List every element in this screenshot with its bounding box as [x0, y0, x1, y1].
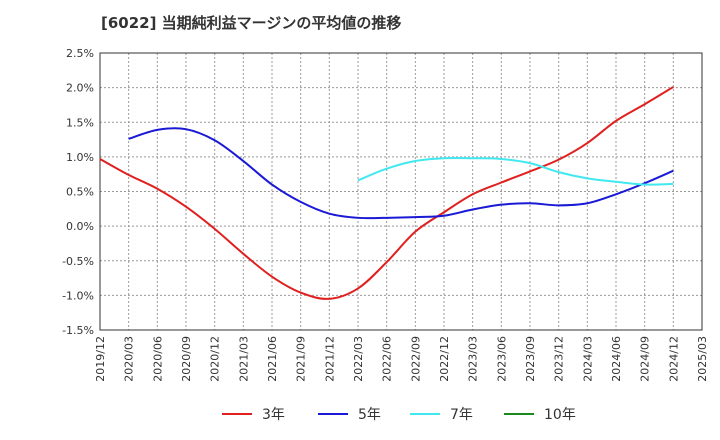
x-tick-label: 2020/12 [209, 336, 222, 382]
y-tick-label: 2.0% [66, 82, 94, 95]
legend-label: 7年 [450, 407, 473, 423]
x-tick-label: 2020/03 [123, 336, 136, 382]
x-tick-label: 2023/12 [553, 336, 566, 382]
y-tick-label: -1.0% [62, 289, 94, 302]
x-tick-label: 2024/12 [667, 336, 680, 382]
y-tick-label: 1.5% [66, 116, 94, 129]
x-tick-label: 2020/09 [180, 336, 193, 382]
x-tick-label: 2024/09 [639, 336, 652, 382]
y-tick-label: -0.5% [62, 255, 94, 268]
y-axis-tick-labels: 2.5% 2.0% 1.5% 1.0% 0.5% 0.0% -0.5% -1.0% -1.5% [62, 47, 94, 337]
y-tick-label: 0.0% [66, 220, 94, 233]
legend: 3年 5年 7年 10年 [222, 407, 576, 423]
x-tick-label: 2019/12 [94, 336, 107, 382]
x-tick-label: 2022/06 [381, 336, 394, 382]
x-tick-label: 2020/06 [151, 336, 164, 382]
legend-label: 5年 [358, 407, 381, 423]
x-tick-label: 2021/09 [295, 336, 308, 382]
x-tick-label: 2022/03 [352, 336, 365, 382]
x-tick-label: 2021/06 [266, 336, 279, 382]
x-tick-label: 2024/03 [581, 336, 594, 382]
y-tick-label: 2.5% [66, 47, 94, 60]
series-lines [99, 86, 674, 300]
chart-title: [6022] 当期純利益マージンの平均値の推移 [101, 14, 402, 32]
x-tick-label: 2023/03 [467, 336, 480, 382]
x-tick-label: 2022/09 [409, 336, 422, 382]
x-tick-label: 2021/12 [323, 336, 336, 382]
plot-frame [99, 52, 703, 331]
x-axis-tick-labels: 2019/12 2020/03 2020/06 2020/09 2020/12 2021/… [94, 336, 709, 382]
legend-label: 10年 [544, 407, 576, 423]
x-tick-label: 2025/03 [696, 336, 709, 382]
series-line-7年 [357, 157, 674, 186]
x-tick-label: 2023/09 [524, 336, 537, 382]
legend-label: 3年 [262, 407, 285, 423]
y-tick-label: 1.0% [66, 151, 94, 164]
x-tick-label: 2024/06 [610, 336, 623, 382]
x-tick-label: 2023/06 [495, 336, 508, 382]
x-tick-label: 2022/12 [438, 336, 451, 382]
series-line-5年 [128, 127, 674, 220]
series-line-3年 [99, 86, 674, 300]
y-tick-label: 0.5% [66, 186, 94, 199]
y-tick-label: -1.5% [62, 324, 94, 337]
x-tick-label: 2021/03 [237, 336, 250, 382]
